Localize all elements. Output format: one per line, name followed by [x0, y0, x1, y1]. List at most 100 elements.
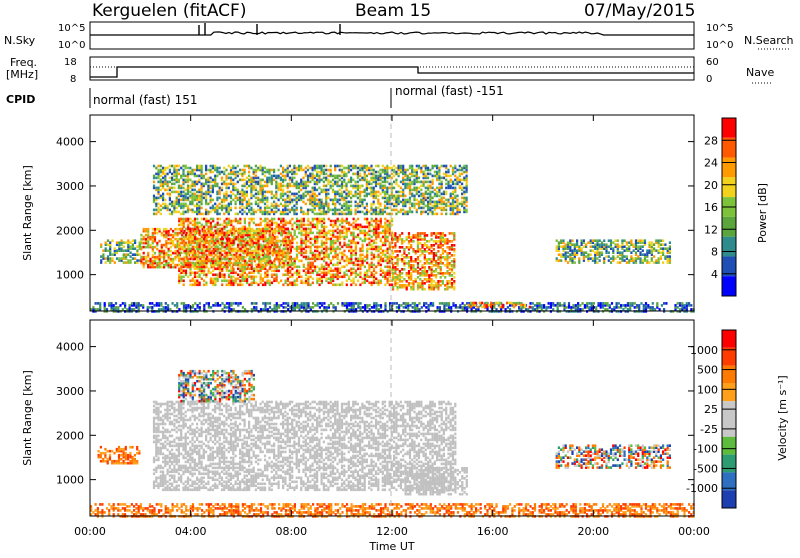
scatter-cell — [155, 209, 157, 212]
scatter-cell — [287, 222, 289, 225]
scatter-cell — [214, 230, 216, 233]
scatter-cell — [282, 260, 284, 263]
scatter-cell — [183, 284, 185, 287]
scatter-cell — [133, 308, 135, 311]
scatter-cell — [182, 169, 184, 172]
scatter-cell — [178, 308, 180, 311]
cpid-text-2: normal (fast) -151 — [395, 84, 504, 98]
scatter-cell — [210, 185, 212, 188]
scatter-cell — [440, 266, 442, 269]
scatter-cell — [273, 246, 275, 249]
scatter-cell — [115, 306, 117, 309]
scatter-cell — [114, 247, 116, 250]
scatter-cell — [239, 169, 241, 172]
scatter-cell — [228, 242, 230, 245]
scatter-cell — [359, 264, 361, 267]
scatter-cell — [269, 280, 271, 283]
scatter-cell — [246, 228, 248, 231]
scatter-cell — [121, 257, 123, 260]
scatter-cell — [248, 209, 250, 212]
scatter-cell — [350, 232, 352, 235]
nsky-tick-right-top: 10^5 — [706, 23, 733, 34]
scatter-cell — [328, 248, 330, 251]
scatter-cell — [332, 175, 334, 178]
scatter-cell — [111, 253, 113, 256]
scatter-cell — [201, 165, 203, 168]
scatter-cell — [588, 306, 590, 309]
scatter-cell — [210, 169, 212, 172]
scatter-cell — [223, 167, 225, 170]
scatter-cell — [442, 248, 444, 251]
scatter-cell — [280, 165, 282, 168]
scatter-cell — [350, 268, 352, 271]
scatter-cell — [217, 268, 219, 271]
scatter-cell — [273, 205, 275, 208]
scatter-cell — [359, 248, 361, 251]
scatter-cell — [130, 241, 132, 244]
scatter-cell — [207, 185, 209, 188]
scatter-cell — [250, 167, 252, 170]
scatter-cell — [232, 280, 234, 283]
scatter-cell — [241, 173, 243, 176]
scatter-cell — [221, 205, 223, 208]
scatter-cell — [282, 224, 284, 227]
scatter-cell — [172, 240, 174, 243]
scatter-cell — [294, 248, 296, 251]
scatter-cell — [309, 195, 311, 198]
scatter-cell — [339, 276, 341, 279]
scatter-cell — [444, 250, 446, 253]
scatter-cell — [323, 252, 325, 255]
scatter-cell — [289, 252, 291, 255]
scatter-cell — [246, 250, 248, 253]
scatter-cell — [314, 218, 316, 221]
scatter-cell — [167, 205, 169, 208]
scatter-cell — [428, 258, 430, 261]
scatter-cell — [185, 189, 187, 192]
scatter-cell — [201, 250, 203, 253]
scatter-cell — [160, 165, 162, 168]
nsky-tick-left-bottom: 10^0 — [58, 40, 85, 51]
scatter-cell — [199, 222, 201, 225]
scatter-cell — [410, 264, 412, 267]
scatter-cell — [282, 274, 284, 277]
scatter-cell — [285, 256, 287, 259]
scatter-cell — [255, 306, 257, 309]
scatter-cell — [230, 240, 232, 243]
scatter-cell — [171, 177, 173, 180]
scatter-cell — [319, 268, 321, 271]
scatter-cell — [189, 244, 191, 247]
scatter-cell — [271, 308, 273, 311]
scatter-cell — [582, 302, 584, 305]
scatter-cell — [248, 218, 250, 221]
scatter-cell — [163, 250, 165, 253]
scatter-cell — [375, 278, 377, 281]
scatter-cell — [371, 258, 373, 261]
scatter-cell — [280, 232, 282, 235]
scatter-cell — [192, 304, 194, 307]
scatter-cell — [289, 232, 291, 235]
scatter-cell — [316, 246, 318, 249]
scatter-cell — [318, 175, 320, 178]
scatter-cell — [262, 278, 264, 281]
scatter-cell — [246, 181, 248, 184]
scatter-cell — [368, 248, 370, 251]
scatter-cell — [196, 222, 198, 225]
scatter-cell — [282, 218, 284, 221]
scatter-cell — [154, 228, 156, 231]
scatter-cell — [323, 181, 325, 184]
scatter-cell — [343, 232, 345, 235]
scatter-cell — [343, 226, 345, 229]
freq-trace — [90, 67, 694, 77]
scatter-cell — [563, 302, 565, 305]
scatter-cell — [203, 232, 205, 235]
scatter-cell — [449, 246, 451, 249]
scatter-cell — [353, 222, 355, 225]
scatter-cell — [446, 280, 448, 283]
scatter-cell — [196, 195, 198, 198]
scatter-cell — [305, 181, 307, 184]
scatter-cell — [387, 278, 389, 281]
scatter-cell — [196, 272, 198, 275]
scatter-cell — [205, 258, 207, 261]
scatter-cell — [326, 306, 328, 309]
scatter-cell — [278, 169, 280, 172]
